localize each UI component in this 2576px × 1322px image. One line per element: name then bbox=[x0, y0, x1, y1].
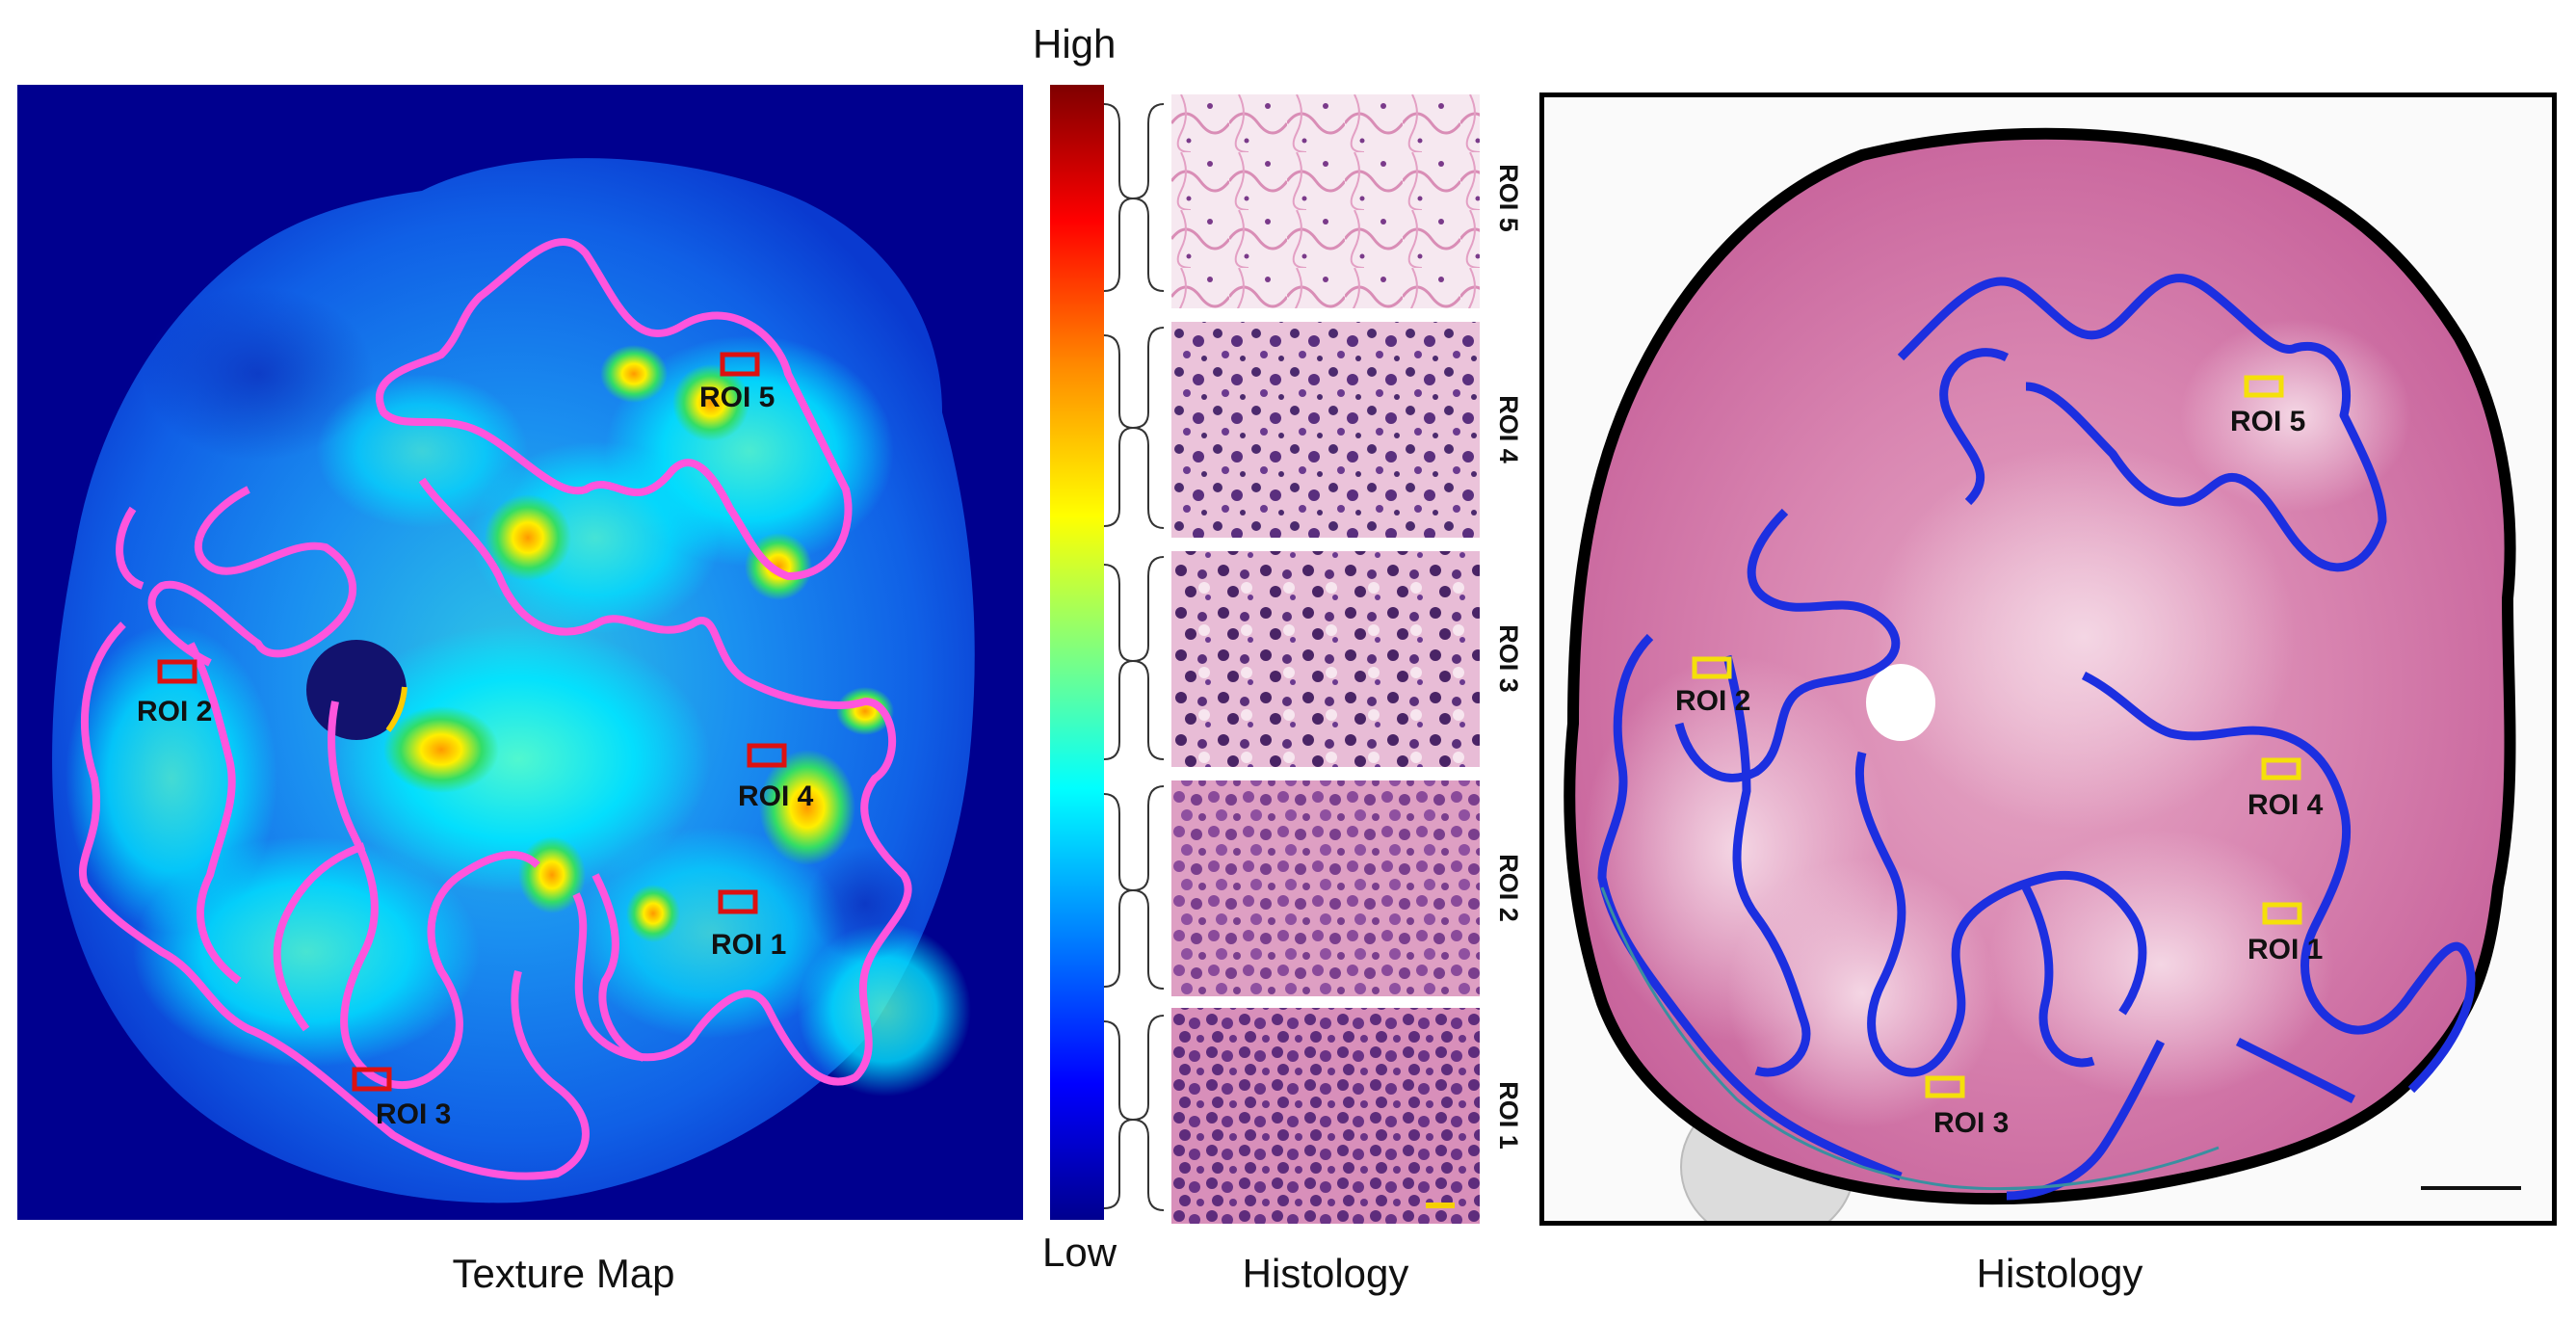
strip-label-roi-5: ROI 5 bbox=[1493, 164, 1523, 232]
slide-roi-1-box bbox=[2262, 902, 2302, 925]
histology-strip-roi-4 bbox=[1171, 322, 1480, 538]
texture-roi-3-box bbox=[352, 1067, 392, 1092]
histology-strips-caption: Histology bbox=[1242, 1251, 1409, 1296]
texture-map-caption: Texture Map bbox=[452, 1251, 675, 1296]
histology-slide-caption: Histology bbox=[1976, 1251, 2143, 1296]
histology-slide-scale-bar bbox=[2421, 1186, 2521, 1190]
slide-roi-2-box bbox=[1692, 656, 1732, 679]
strip-label-roi-1: ROI 1 bbox=[1493, 1081, 1523, 1150]
strip-label-roi-2: ROI 2 bbox=[1493, 854, 1523, 922]
texture-roi-4-box bbox=[747, 743, 787, 768]
texture-roi-5-label: ROI 5 bbox=[699, 382, 775, 413]
histology-strips bbox=[1171, 94, 1480, 1224]
texture-map-roi-boxes bbox=[157, 352, 787, 1092]
slide-roi-3-label: ROI 3 bbox=[1933, 1107, 2009, 1139]
slide-roi-4-label: ROI 4 bbox=[2247, 789, 2324, 821]
histology-strip-scale-bar bbox=[1426, 1203, 1455, 1208]
texture-map-contours bbox=[78, 238, 912, 1180]
histology-slide-hole bbox=[1866, 664, 1935, 741]
texture-map-image: ROI 1 ROI 2 ROI 3 ROI 4 ROI 5 bbox=[17, 85, 1023, 1220]
colorbar-low-label: Low bbox=[1042, 1229, 1117, 1275]
slide-roi-5-label: ROI 5 bbox=[2230, 406, 2305, 437]
histology-slide-image: ROI 1 ROI 2 ROI 3 ROI 4 ROI 5 bbox=[1564, 127, 2521, 1245]
colorbar-brackets bbox=[1104, 103, 1165, 1211]
histology-slide-panel: ROI 1 ROI 2 ROI 3 ROI 4 ROI 5 bbox=[1539, 93, 2557, 1245]
colorbar bbox=[1050, 85, 1104, 1220]
slide-roi-1-label: ROI 1 bbox=[2247, 934, 2323, 965]
texture-map-roi-labels: ROI 1 ROI 2 ROI 3 ROI 4 ROI 5 bbox=[137, 382, 814, 1130]
histology-strip-roi-1 bbox=[1171, 1008, 1480, 1224]
slide-roi-4-box bbox=[2261, 757, 2301, 780]
texture-roi-3-label: ROI 3 bbox=[376, 1098, 451, 1130]
texture-roi-1-label: ROI 1 bbox=[711, 929, 786, 961]
texture-roi-2-label: ROI 2 bbox=[137, 696, 212, 727]
histology-strip-roi-3 bbox=[1171, 551, 1480, 767]
slide-roi-5-box bbox=[2244, 375, 2284, 398]
colorbar-high-label: High bbox=[1033, 21, 1117, 66]
strip-label-roi-4: ROI 4 bbox=[1493, 395, 1523, 463]
histology-strip-roi-5 bbox=[1171, 94, 1480, 308]
histology-strip-roi-2 bbox=[1171, 780, 1480, 996]
strip-label-roi-3: ROI 3 bbox=[1493, 624, 1523, 693]
texture-roi-5-box bbox=[720, 352, 760, 377]
slide-roi-3-box bbox=[1925, 1075, 1965, 1098]
histology-slide-roi-boxes bbox=[1692, 375, 2302, 1098]
histology-slide-contours bbox=[1597, 274, 2476, 1201]
histology-slide-roi-labels: ROI 1 ROI 2 ROI 3 ROI 4 ROI 5 bbox=[1675, 406, 2324, 1139]
histology-slide-pale-regions bbox=[1583, 319, 2411, 1128]
texture-roi-4-label: ROI 4 bbox=[738, 780, 814, 812]
slide-roi-2-label: ROI 2 bbox=[1675, 685, 1750, 717]
texture-map-panel: ROI 1 ROI 2 ROI 3 ROI 4 ROI 5 bbox=[17, 85, 1023, 1220]
texture-roi-1-box bbox=[718, 889, 758, 914]
texture-map-heat-regions bbox=[66, 287, 971, 1097]
texture-roi-2-box bbox=[157, 659, 197, 684]
